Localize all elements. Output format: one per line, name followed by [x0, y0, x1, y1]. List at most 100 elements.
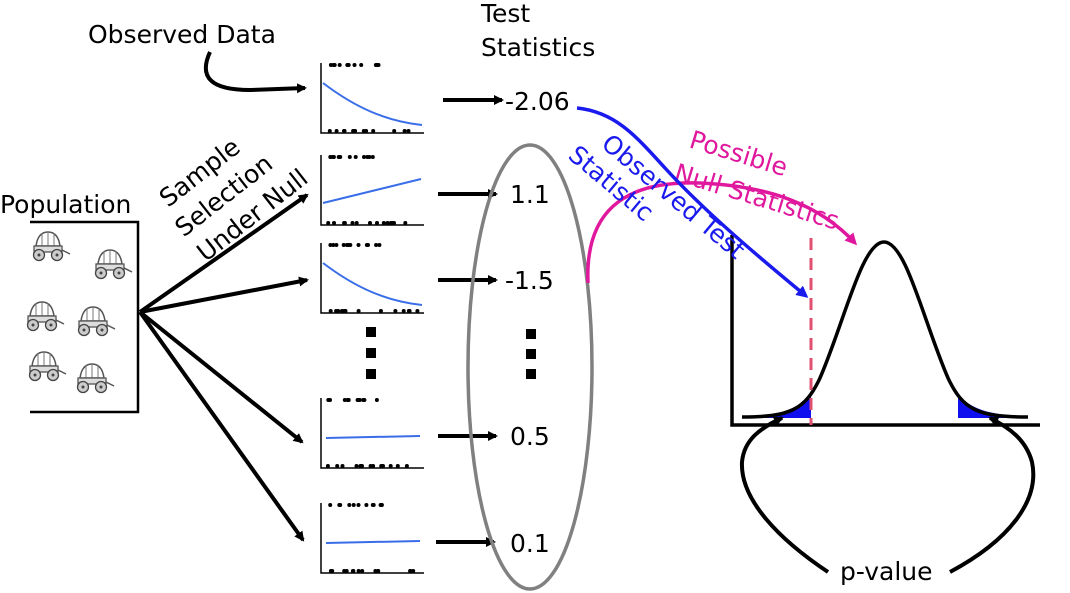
data-point [404, 464, 409, 468]
plot-axes [320, 398, 424, 469]
data-point [371, 503, 376, 507]
data-point [401, 309, 406, 313]
data-point [360, 569, 365, 573]
ellipsis-dot [366, 348, 376, 358]
data-point [364, 503, 369, 507]
data-point [351, 503, 356, 507]
data-point [376, 569, 381, 573]
data-point [364, 129, 369, 133]
data-point [350, 221, 355, 225]
data-point [352, 129, 357, 133]
sample-plot [320, 503, 424, 574]
test-statistics-heading-line2: Statistics [481, 33, 595, 62]
data-point [327, 129, 332, 133]
sample-selection-label: Sample Selection Under Null [154, 132, 313, 267]
observed-statistic-arrow [576, 106, 809, 298]
sampling-arrows [138, 193, 309, 542]
data-point [356, 569, 361, 573]
data-point [393, 309, 398, 313]
data-point [415, 309, 420, 313]
data-point [342, 221, 347, 225]
data-point [328, 243, 333, 247]
data-point [370, 155, 375, 159]
test-statistics-heading-line1: Test [480, 0, 530, 28]
data-point [337, 63, 342, 67]
data-point [335, 464, 340, 468]
ellipsis-dot [366, 327, 376, 337]
data-point [362, 398, 367, 402]
data-point [332, 221, 336, 225]
trend-line [322, 178, 422, 204]
wagon-icon [94, 249, 133, 280]
data-point [345, 63, 350, 67]
trend-line [322, 262, 423, 306]
data-point [331, 63, 336, 67]
trend-line [325, 540, 421, 544]
trend-line [322, 82, 423, 126]
data-point [374, 243, 379, 247]
data-point [388, 221, 393, 225]
data-point [381, 221, 386, 225]
data-point [330, 155, 335, 159]
data-point [408, 569, 413, 573]
data-point [356, 243, 361, 247]
observed-data-label: Observed Data [88, 20, 276, 49]
sample-arrow-1 [138, 193, 309, 314]
data-point [354, 464, 359, 468]
data-point [388, 464, 393, 468]
data-point [326, 398, 331, 402]
data-point [374, 398, 379, 402]
data-point [403, 221, 408, 225]
population-box [30, 220, 140, 414]
data-point [377, 243, 382, 247]
data-point [381, 464, 385, 468]
data-point [347, 155, 352, 159]
stats-ellipsis [526, 329, 536, 379]
right-tail-area [958, 396, 1025, 418]
p-value-label: p-value [840, 557, 933, 586]
data-point [395, 464, 400, 468]
ellipsis-dot [526, 369, 536, 379]
data-point [406, 129, 411, 133]
data-point [342, 569, 347, 573]
observed-data-arrow [203, 51, 307, 94]
data-point [331, 243, 336, 247]
ellipsis-dot [526, 349, 536, 359]
data-point [353, 155, 358, 159]
data-point [378, 309, 383, 313]
p-value-left-arrow [739, 416, 830, 574]
stat-value-observed: -2.06 [505, 87, 570, 116]
null-statistics-arrow [586, 181, 858, 284]
data-point [367, 155, 372, 159]
plots-ellipsis [366, 327, 376, 379]
data-point [336, 155, 341, 159]
data-point [371, 464, 376, 468]
stat-value: 0.5 [510, 422, 550, 451]
sample-plot [320, 398, 424, 469]
data-point [342, 129, 347, 133]
ellipsis-dot [366, 369, 376, 379]
distribution-axes [730, 235, 1040, 427]
data-point [345, 398, 350, 402]
wagon-icon [76, 363, 115, 394]
plot-axes [320, 155, 424, 226]
data-point [406, 309, 411, 313]
data-point [334, 129, 339, 133]
null-statistics-oval [466, 143, 594, 591]
data-point [341, 243, 346, 247]
data-point [342, 309, 347, 313]
plot-axes [320, 63, 424, 134]
data-point [340, 464, 345, 468]
data-point [359, 464, 364, 468]
data-point [392, 129, 397, 133]
population-label: Population [0, 190, 131, 219]
data-point [411, 569, 416, 573]
data-point [356, 503, 361, 507]
data-point [368, 221, 372, 225]
data-point [402, 129, 407, 133]
data-point [352, 63, 357, 67]
left-tail-area [742, 396, 811, 418]
data-point [351, 569, 356, 573]
